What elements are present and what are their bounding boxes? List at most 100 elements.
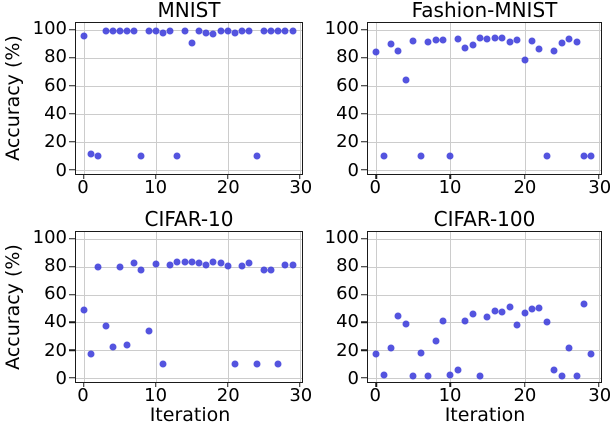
- y-tick-label: 40: [44, 103, 67, 125]
- y-tick-mark: [361, 238, 368, 240]
- data-point: [550, 47, 558, 55]
- y-tick-label: 20: [44, 339, 67, 361]
- horizontal-gridline: [76, 141, 302, 143]
- data-point: [253, 152, 261, 160]
- x-axis-ticks-cifar-10: 0 10 20 30: [75, 387, 312, 409]
- vertical-gridline: [83, 23, 85, 174]
- horizontal-gridline: [76, 350, 302, 352]
- vertical-gridline: [450, 23, 452, 174]
- plot-area-cifar-10: [69, 231, 303, 387]
- data-point: [439, 317, 447, 325]
- y-tick-mark: [361, 85, 368, 87]
- data-point: [528, 305, 536, 313]
- data-point: [439, 36, 447, 44]
- data-point: [238, 262, 246, 270]
- data-point: [145, 327, 153, 335]
- data-point: [130, 27, 138, 35]
- horizontal-gridline: [368, 238, 601, 240]
- data-point: [498, 34, 506, 42]
- data-point: [274, 360, 282, 368]
- data-point: [245, 259, 253, 267]
- y-tick-label: 60: [336, 283, 359, 305]
- x-axis-ticks-cifar-100: 0 10 20 30: [367, 385, 610, 409]
- y-tick-label: 20: [336, 131, 359, 153]
- y-tick-mark: [361, 321, 368, 324]
- horizontal-gridline: [368, 169, 601, 171]
- horizontal-gridline: [76, 322, 302, 324]
- subplot-fashion-mnist: Fashion-MNIST 0 20 40 60 80 100 0 10 20 30: [325, 0, 610, 197]
- data-point: [573, 38, 580, 46]
- horizontal-gridline: [76, 238, 302, 240]
- data-point: [409, 37, 417, 45]
- x-tick-mark: [523, 174, 526, 179]
- y-tick-mark: [361, 169, 368, 171]
- y-tick-mark: [69, 169, 76, 171]
- y-tick-label: 40: [336, 311, 359, 333]
- subplot-title-cifar-100: CIFAR-100: [433, 207, 536, 231]
- x-tick-mark: [449, 174, 452, 179]
- data-point: [394, 47, 402, 55]
- vertical-gridline: [450, 232, 452, 382]
- y-tick-label: 0: [55, 159, 67, 181]
- data-point: [550, 366, 558, 374]
- vertical-gridline: [524, 232, 526, 382]
- y-tick-label: 0: [347, 159, 359, 181]
- x-tick-label: 30: [289, 385, 313, 406]
- x-tick-mark: [299, 382, 301, 387]
- y-tick-label: 60: [44, 283, 67, 305]
- vertical-gridline: [155, 232, 157, 382]
- data-point: [209, 258, 217, 266]
- data-point: [80, 32, 88, 40]
- horizontal-gridline: [76, 377, 302, 379]
- x-tick-label: 20: [513, 385, 537, 406]
- data-point: [94, 263, 102, 271]
- y-tick-label: 80: [336, 46, 359, 68]
- x-tick-label: 30: [588, 385, 610, 406]
- subplot-mnist: MNIST 0 20 40 60 80 100 0 10 20 30: [33, 0, 313, 197]
- data-point: [87, 150, 95, 158]
- data-point: [513, 321, 521, 329]
- data-point: [476, 372, 484, 380]
- data-point: [123, 341, 131, 349]
- y-tick-mark: [361, 349, 368, 351]
- y-tick-label: 20: [336, 339, 359, 361]
- data-point: [102, 322, 109, 330]
- data-point: [417, 349, 425, 357]
- x-tick-label: 10: [438, 177, 462, 198]
- y-tick-label: 40: [336, 103, 359, 125]
- vertical-gridline: [299, 232, 301, 382]
- x-tick-label: 10: [144, 177, 168, 198]
- vertical-gridline: [376, 23, 378, 174]
- data-point: [558, 372, 566, 380]
- x-tick-mark: [375, 174, 377, 179]
- x-tick-label: 20: [513, 177, 537, 198]
- data-point: [424, 38, 432, 46]
- vertical-gridline: [598, 232, 600, 382]
- data-point: [580, 152, 588, 160]
- plot-area-fashion-mnist: [361, 22, 602, 179]
- data-point: [109, 27, 117, 35]
- x-tick-label: 0: [369, 385, 381, 406]
- data-point: [217, 27, 225, 35]
- y-tick-mark: [361, 377, 368, 379]
- data-point: [152, 260, 160, 268]
- x-tick-mark: [598, 174, 600, 179]
- x-axis-ticks-mnist: 0 10 20 30: [75, 177, 312, 201]
- horizontal-gridline: [76, 266, 302, 268]
- data-point: [491, 34, 499, 42]
- data-point: [116, 27, 124, 35]
- data-point: [521, 309, 529, 317]
- data-point: [528, 37, 536, 45]
- x-tick-mark: [375, 382, 377, 387]
- data-point: [543, 318, 551, 326]
- horizontal-gridline: [76, 113, 302, 115]
- y-tick-mark: [69, 141, 76, 143]
- data-point: [454, 366, 462, 374]
- data-point: [116, 263, 124, 271]
- plot-area-mnist: [69, 22, 303, 179]
- data-point: [565, 344, 573, 352]
- data-point: [558, 39, 566, 47]
- subplot-title-fashion-mnist: Fashion-MNIST: [411, 0, 558, 22]
- data-point: [372, 350, 380, 358]
- data-point: [267, 266, 275, 273]
